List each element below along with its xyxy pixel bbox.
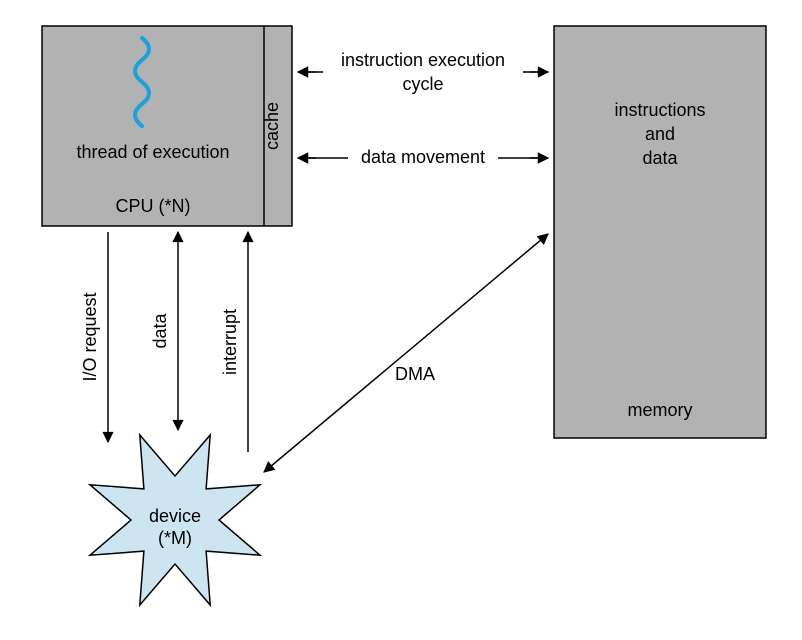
memory-bottom-label: memory: [627, 400, 692, 420]
arrow-dma-label: DMA: [395, 364, 435, 384]
cache-label: cache: [262, 102, 282, 150]
arrow-instruction-label-1: instruction execution: [341, 50, 505, 70]
memory-title-1: instructions: [614, 100, 705, 120]
arrow-dma: [264, 234, 548, 472]
cpu-box: thread of execution CPU (*N) cache: [42, 26, 292, 226]
thread-label: thread of execution: [76, 142, 229, 162]
arrow-data-movement-label: data movement: [361, 147, 485, 167]
device-star: device(*M): [90, 435, 260, 605]
arrow-data-vert-label: data: [150, 313, 170, 349]
arrow-interrupt-label: interrupt: [220, 309, 240, 375]
device-label-2: (*M): [158, 528, 192, 548]
memory-title-2: and: [645, 124, 675, 144]
memory-box: instructions and data memory: [554, 26, 766, 438]
arrow-io-label: I/O request: [80, 292, 100, 381]
cpu-label: CPU (*N): [116, 196, 191, 216]
memory-title-3: data: [642, 148, 678, 168]
arrow-instruction-label-2: cycle: [402, 74, 443, 94]
device-label-1: device: [149, 506, 201, 526]
